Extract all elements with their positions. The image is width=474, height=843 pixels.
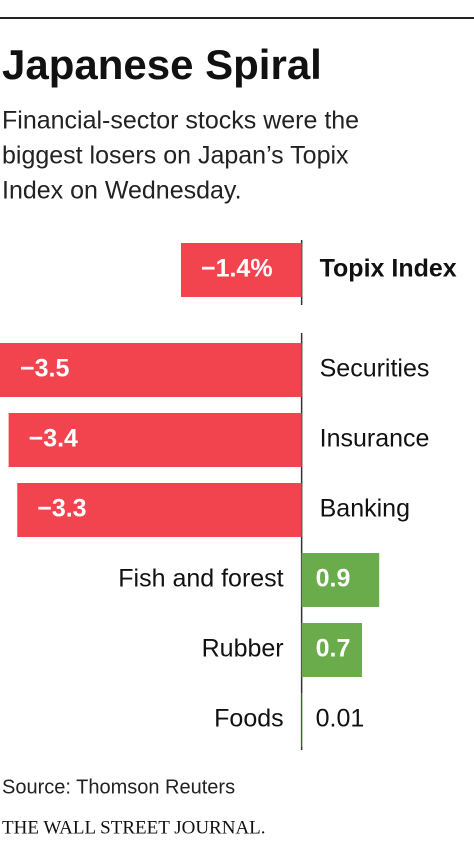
value-label: −3.4 [29, 425, 78, 453]
publisher: THE WALL STREET JOURNAL. [2, 817, 266, 838]
subtitle-line: biggest losers on Japan’s Topix [2, 142, 349, 170]
bar [301, 693, 303, 747]
category-label: Fish and forest [118, 565, 283, 593]
category-label: Topix Index [320, 255, 457, 283]
bar [180, 243, 302, 297]
bar [0, 343, 302, 397]
bar [301, 553, 380, 607]
subtitle-line: Index on Wednesday. [2, 177, 242, 205]
category-label: Banking [320, 495, 410, 523]
value-label: 0.9 [316, 565, 351, 593]
source: Source: Thomson Reuters [2, 776, 235, 798]
category-label: Insurance [320, 425, 430, 453]
value-label: −3.5 [20, 355, 69, 383]
category-label: Securities [320, 355, 430, 383]
subtitle-line: Financial-sector stocks were the [2, 107, 359, 135]
value-label: −1.4% [201, 255, 273, 283]
value-label: 0.7 [316, 635, 351, 663]
bar [8, 413, 302, 467]
chart-title: Japanese Spiral [2, 41, 322, 88]
bar [301, 623, 362, 677]
bar [17, 483, 302, 537]
value-label: 0.01 [316, 705, 365, 733]
value-label: −3.3 [37, 495, 86, 523]
category-label: Rubber [202, 635, 284, 663]
category-label: Foods [214, 705, 283, 733]
